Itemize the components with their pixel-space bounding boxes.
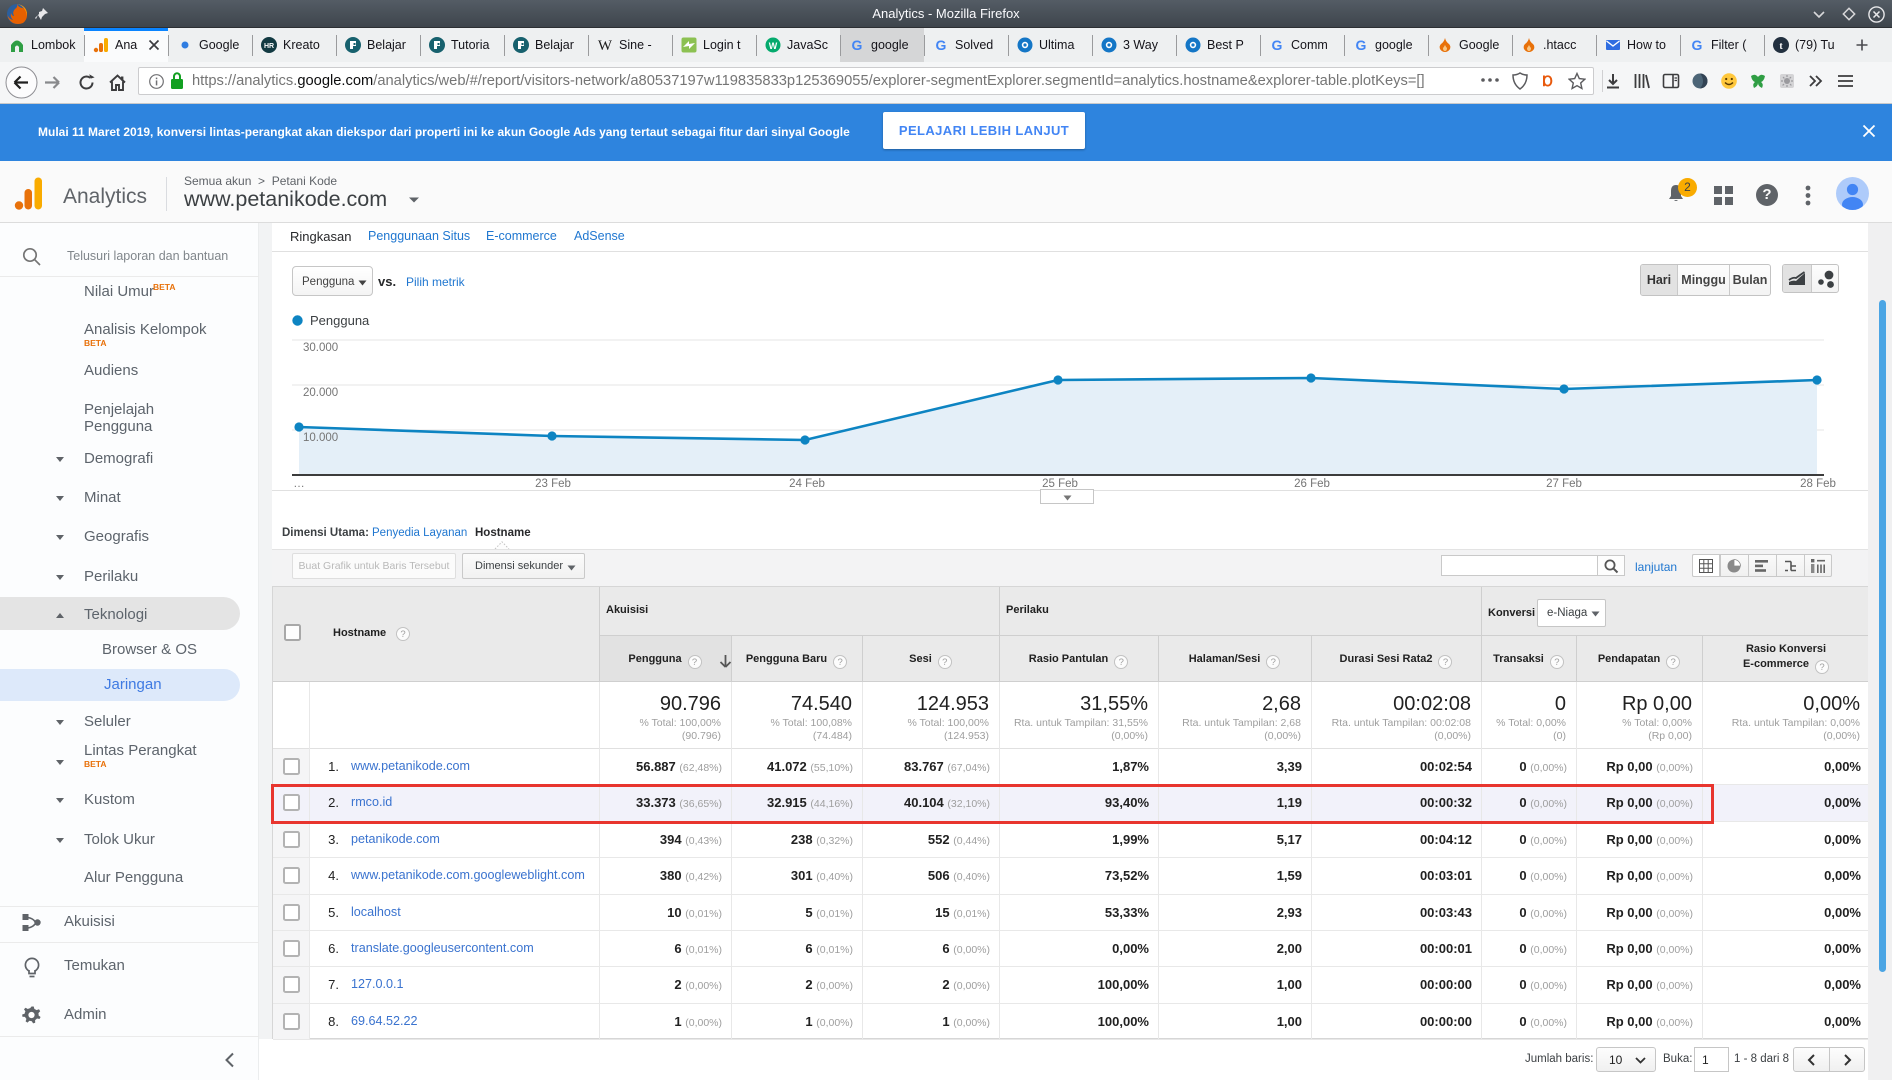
svg-text:G: G <box>852 37 863 53</box>
svg-text:W: W <box>769 41 778 51</box>
svg-text:27 Feb: 27 Feb <box>1546 478 1582 490</box>
svg-text:30.000: 30.000 <box>303 342 338 354</box>
svg-text:G: G <box>1692 37 1703 53</box>
svg-text:W: W <box>598 38 613 53</box>
svg-text:10.000: 10.000 <box>303 432 338 444</box>
svg-text:t: t <box>1779 41 1783 52</box>
svg-text:26 Feb: 26 Feb <box>1294 478 1330 490</box>
svg-text:…: … <box>293 478 305 490</box>
svg-text:20.000: 20.000 <box>303 387 338 399</box>
svg-text:25 Feb: 25 Feb <box>1042 478 1078 490</box>
svg-text:Ɒ: Ɒ <box>1543 73 1554 89</box>
svg-text:28 Feb: 28 Feb <box>1800 478 1836 490</box>
svg-text:G: G <box>1272 37 1283 53</box>
svg-text:24 Feb: 24 Feb <box>789 478 825 490</box>
svg-text:G: G <box>936 37 947 53</box>
svg-text:23 Feb: 23 Feb <box>535 478 571 490</box>
svg-text:G: G <box>1356 37 1367 53</box>
svg-text:HR: HR <box>264 43 274 50</box>
